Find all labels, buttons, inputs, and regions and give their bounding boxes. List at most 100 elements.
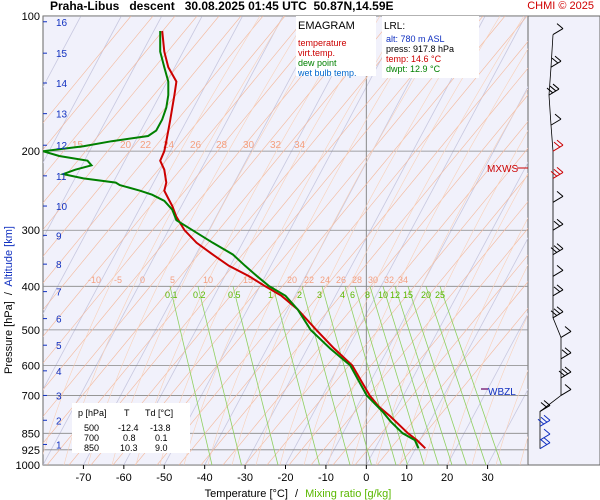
table-cell: 9.0 (155, 443, 168, 453)
legend-virt-temp: virt.temp. (298, 48, 335, 58)
isotherm-line (43, 16, 243, 391)
dry-adiabat-label: 26 (190, 140, 202, 151)
wind-barb-staff (552, 171, 564, 179)
x-tick-label: -30 (237, 472, 253, 484)
moist-adiabat (351, 88, 528, 465)
dry-adiabat-label: 28 (216, 140, 228, 151)
mixing-ratio-line (394, 286, 453, 465)
wind-barb-flag (553, 308, 561, 315)
moist-adiabat (447, 264, 528, 465)
wind-barb-flag (551, 57, 559, 64)
wind-barb (552, 23, 564, 36)
wind-barb (537, 414, 551, 427)
moist-adiabat-label: 15 (243, 275, 253, 285)
copyright-label: CHMI © 2025 (527, 0, 594, 12)
x-axis-title: Temperature [°C] / Mixing ratio [g/kg] (205, 488, 392, 500)
wind-barb-staff (560, 371, 572, 379)
x-tick-label: 10 (401, 472, 413, 484)
table-cell: 10.3 (120, 443, 138, 453)
pressure-tick-label: 100 (22, 11, 40, 23)
x-axis-label: Temperature [°C] (205, 488, 288, 500)
wind-barb (539, 428, 551, 441)
table-cell: 500 (84, 423, 99, 433)
mixing-ratio-line (425, 286, 487, 465)
wind-barb-flag (554, 55, 562, 62)
dry-adiabat (43, 16, 286, 311)
wbzl-label: WBZL (488, 387, 516, 398)
mixing-ratio-label: 4 (340, 290, 345, 300)
wind-barb-staff (550, 118, 562, 126)
data-table: p [hPa] T Td [°C] 500 -12.4 -13.8 700 0.… (72, 403, 190, 453)
wind-barb (550, 306, 564, 319)
wind-barb-staff (539, 433, 551, 441)
moist-adiabat-label: 32 (384, 275, 394, 285)
dry-adiabat (112, 16, 484, 465)
legend-box: EMAGRAM temperature virt.temp. dew point… (296, 16, 376, 78)
dry-adiabat (266, 147, 528, 465)
mixing-ratio-line (354, 286, 408, 465)
wind-barb-flag (554, 113, 562, 120)
altitude-tick-label: 10 (56, 202, 68, 213)
wind-barb-staff (560, 331, 572, 338)
moist-adiabat (43, 16, 261, 456)
table-cell: 0.8 (123, 433, 136, 443)
table-cell: -13.8 (150, 423, 171, 433)
pressure-tick-label: 925 (22, 445, 40, 457)
x-tick-label: -70 (75, 472, 91, 484)
mixing-ratio-line (197, 286, 242, 465)
altitude-tick-label: 7 (56, 288, 62, 299)
isotherm-line (43, 16, 122, 164)
moist-adiabat-label: -5 (114, 275, 122, 285)
mixing-ratio-line (272, 286, 320, 465)
table-cell: 0.1 (155, 433, 168, 443)
y-axis-label-2: Altitude [km] (3, 226, 15, 287)
mixing-ratio-label: 25 (435, 290, 445, 300)
mixing-ratio-line (232, 286, 279, 465)
table-cell: 700 (84, 433, 99, 443)
dry-adiabat-label: 22 (140, 140, 152, 151)
series-dew-point (43, 31, 420, 449)
moist-adiabat (327, 48, 528, 465)
wind-barb-flag (550, 171, 558, 177)
dry-adiabat (43, 16, 264, 284)
moist-adiabat-label: 5 (170, 275, 175, 285)
dry-adiabat (244, 121, 528, 465)
dry-adiabat (376, 281, 528, 465)
isotherm-line (123, 16, 365, 465)
wind-barb-flag (553, 245, 561, 252)
table-header-td: Td [°C] (145, 408, 173, 418)
x-tick-label: 0 (363, 472, 369, 484)
mixing-ratio-label: 12 (390, 290, 400, 300)
moist-adiabat (255, 16, 477, 465)
wind-barb-staff (552, 144, 564, 152)
wind-barb-staff (552, 311, 564, 319)
diagram-name: EMAGRAM (298, 20, 355, 32)
lrl-alt: alt: 780 m ASL (386, 34, 445, 44)
moist-adiabat-label: 26 (336, 275, 346, 285)
wind-barb (550, 113, 562, 126)
mixing-ratio-line (169, 286, 213, 465)
wind-barb (550, 55, 562, 68)
mixing-ratio-line (301, 286, 351, 465)
moist-adiabat-label: 10 (203, 275, 213, 285)
x-tick-label: -20 (278, 472, 294, 484)
pressure-tick-label: 400 (22, 281, 40, 293)
wind-barb-flag (556, 23, 564, 29)
moist-adiabat (279, 16, 501, 465)
mixing-ratio-label: 0.5 (228, 290, 241, 300)
wind-barb (550, 167, 564, 179)
wind-barb-flag (556, 218, 564, 225)
wind-barb-flag (556, 306, 564, 313)
dry-adiabat (43, 16, 330, 364)
wind-barb-flag (564, 384, 572, 390)
moist-adiabat-label: 34 (398, 275, 408, 285)
moist-adiabat-label: 28 (352, 275, 362, 285)
wind-barb (552, 218, 564, 231)
wind-barb (539, 400, 551, 412)
wind-barb-flag (553, 286, 561, 293)
x-axis-separator: / (295, 488, 299, 500)
wind-barb-flag (546, 87, 554, 94)
mixing-ratio-line (407, 286, 467, 465)
mixing-ratio-label: 3 (317, 290, 322, 300)
wind-barb-staff (552, 223, 564, 231)
